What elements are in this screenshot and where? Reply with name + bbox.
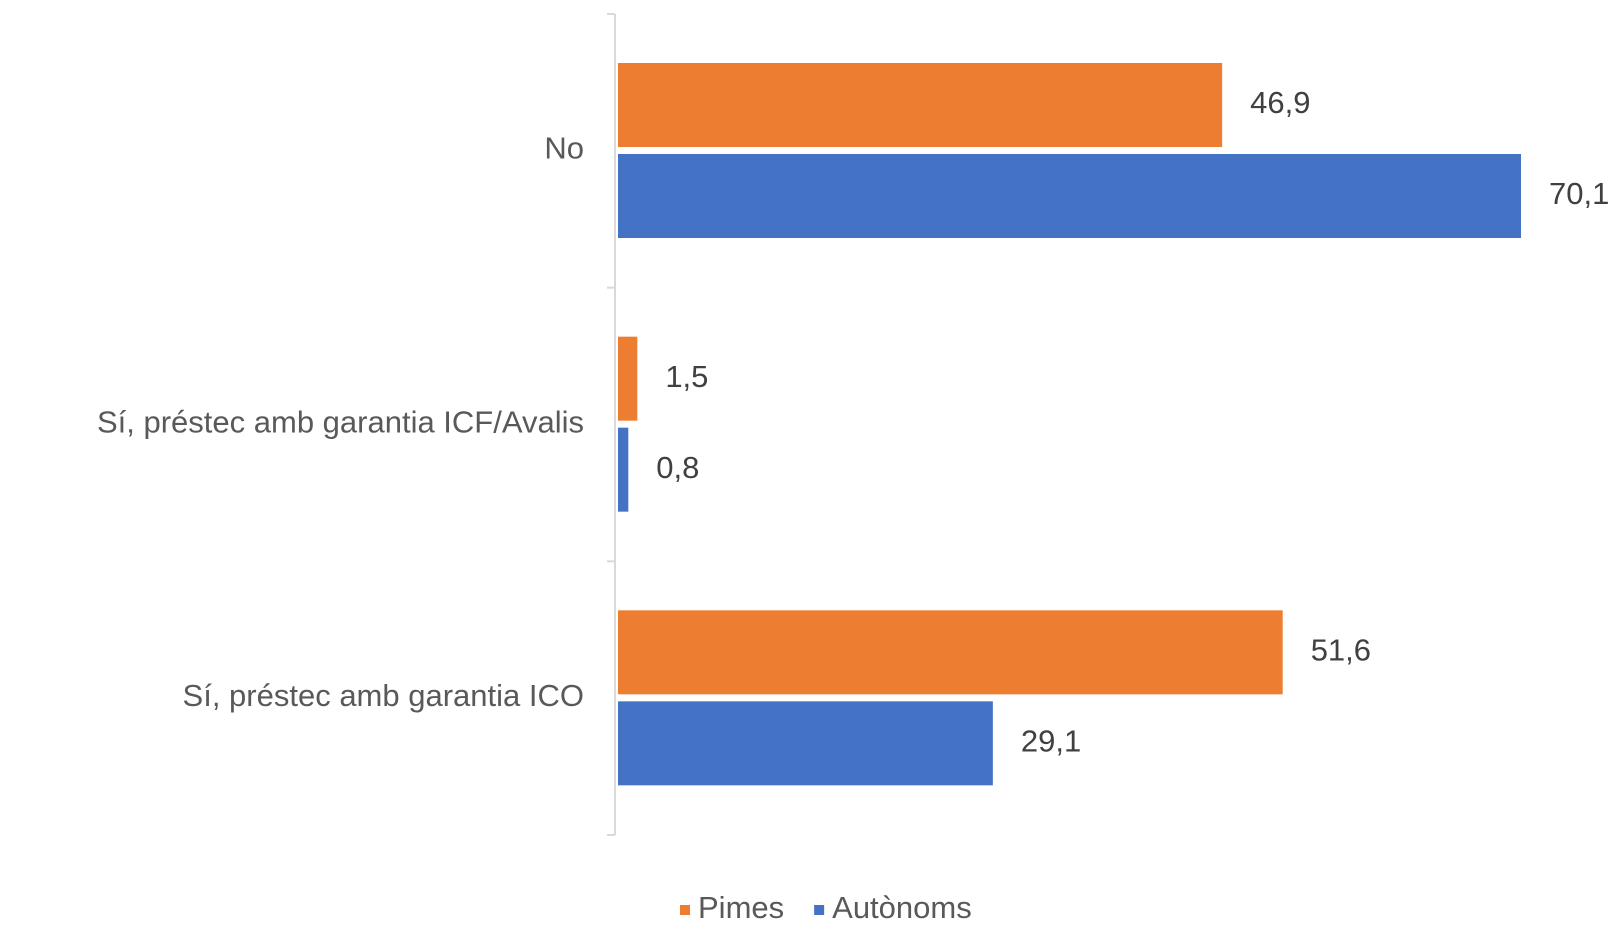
bar xyxy=(618,427,629,512)
value-label: 29,1 xyxy=(1021,724,1081,759)
legend-label: Autònoms xyxy=(832,890,972,925)
bar xyxy=(618,154,1521,238)
category-label: No xyxy=(544,131,584,166)
legend-label: Pimes xyxy=(698,890,784,925)
bar xyxy=(618,63,1223,147)
value-label: 46,9 xyxy=(1250,85,1310,120)
category-label: Sí, préstec amb garantia ICO xyxy=(183,678,584,713)
value-label: 51,6 xyxy=(1311,633,1371,668)
value-label: 70,1 xyxy=(1549,176,1609,211)
bar xyxy=(618,610,1283,695)
bar xyxy=(618,336,638,421)
legend-swatch xyxy=(814,905,825,915)
value-label: 0,8 xyxy=(656,450,699,485)
bar xyxy=(618,701,993,786)
legend-swatch xyxy=(680,905,690,915)
category-label: Sí, préstec amb garantia ICF/Avalis xyxy=(97,404,584,439)
value-label: 1,5 xyxy=(665,359,708,394)
